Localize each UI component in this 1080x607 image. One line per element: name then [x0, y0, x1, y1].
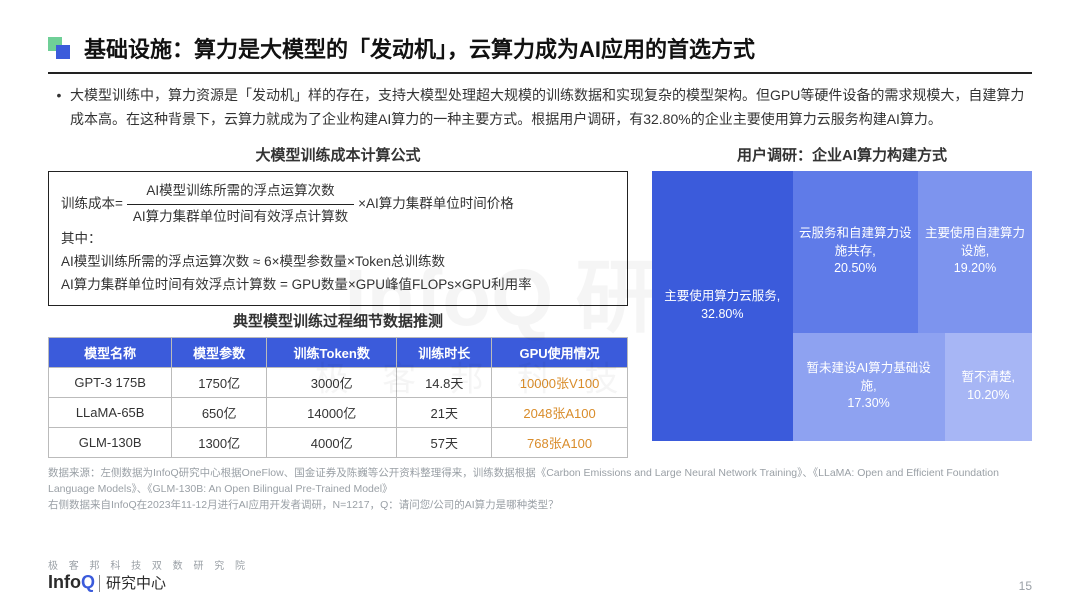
formula-numerator: AI模型训练所需的浮点运算次数: [140, 180, 340, 204]
treemap-cell-label: 主要使用算力云服务,: [664, 288, 780, 306]
formula-line-main: 训练成本= AI模型训练所需的浮点运算次数 AI算力集群单位时间有效浮点计算数 …: [61, 180, 615, 229]
right-column: 用户调研：企业AI算力构建方式 主要使用算力云服务,32.80%云服务和自建算力…: [652, 140, 1032, 459]
page-number: 15: [1019, 579, 1032, 593]
treemap-cell: 主要使用算力云服务,32.80%: [652, 171, 793, 441]
treemap-cell: 暂不清楚,10.20%: [945, 333, 1032, 441]
table-cell: 1750亿: [172, 368, 267, 398]
table-cell: GPT-3 175B: [49, 368, 172, 398]
table-cell: 14000亿: [267, 398, 397, 428]
page-title: 基础设施：算力是大模型的「发动机」，云算力成为AI应用的首选方式: [84, 32, 755, 64]
treemap-cell: 主要使用自建算力设施,19.20%: [918, 171, 1032, 333]
footer-logo: InfoQ研究中心: [48, 572, 249, 593]
treemap-cell-pct: 32.80%: [701, 306, 743, 324]
table-heading: 典型模型训练过程细节数据推测: [48, 310, 628, 331]
treemap-chart: 主要使用算力云服务,32.80%云服务和自建算力设施共存,20.50%主要使用自…: [652, 171, 1032, 441]
formula-lhs: 训练成本=: [61, 193, 123, 216]
logo-q: Q: [81, 572, 95, 592]
formula-line2: AI模型训练所需的浮点运算次数 ≈ 6×模型参数量×Token总训练数: [61, 251, 615, 274]
table-cell: 650亿: [172, 398, 267, 428]
left-column: 大模型训练成本计算公式 训练成本= AI模型训练所需的浮点运算次数 AI算力集群…: [48, 140, 628, 459]
table-cell: 2048张A100: [492, 398, 628, 428]
treemap-cell-label: 暂不清楚,: [962, 369, 1015, 387]
treemap-cell: 暂未建设AI算力基础设施,17.30%: [793, 333, 945, 441]
formula-denominator: AI算力集群单位时间有效浮点计算数: [127, 205, 354, 229]
description-text: 大模型训练中，算力资源是「发动机」样的存在，支持大模型处理超大规模的训练数据和实…: [70, 84, 1032, 132]
table-cell: 1300亿: [172, 428, 267, 458]
formula-rhs-suffix: ×AI算力集群单位时间价格: [358, 193, 514, 216]
treemap-cell-label: 主要使用自建算力设施,: [924, 225, 1026, 260]
table-row: LLaMA-65B650亿14000亿21天2048张A100: [49, 398, 628, 428]
treemap-heading: 用户调研：企业AI算力构建方式: [652, 144, 1032, 165]
treemap-cell-label: 暂未建设AI算力基础设施,: [799, 360, 939, 395]
table-cell: 57天: [397, 428, 492, 458]
footer-tag: 极 客 邦 科 技 双 数 研 究 院: [48, 557, 249, 572]
brand-square-icon: [48, 37, 70, 59]
source-notes: 数据来源：左侧数据为InfoQ研究中心根据OneFlow、国金证券及陈巍等公开资…: [48, 466, 1032, 513]
treemap-cell-pct: 20.50%: [834, 260, 876, 278]
formula-fraction: AI模型训练所需的浮点运算次数 AI算力集群单位时间有效浮点计算数: [127, 180, 354, 229]
formula-where-label: 其中：: [61, 228, 615, 251]
description-row: • 大模型训练中，算力资源是「发动机」样的存在，支持大模型处理超大规模的训练数据…: [48, 84, 1032, 132]
footer-left: 极 客 邦 科 技 双 数 研 究 院 InfoQ研究中心: [48, 557, 249, 593]
table-cell: 768张A100: [492, 428, 628, 458]
table-cell: LLaMA-65B: [49, 398, 172, 428]
table-body: GPT-3 175B1750亿3000亿14.8天10000张V100LLaMA…: [49, 368, 628, 458]
table-header-cell: 模型参数: [172, 338, 267, 368]
table-cell: 21天: [397, 398, 492, 428]
title-row: 基础设施：算力是大模型的「发动机」，云算力成为AI应用的首选方式: [48, 32, 1032, 64]
footer: 极 客 邦 科 技 双 数 研 究 院 InfoQ研究中心 15: [48, 557, 1032, 593]
bullet-icon: •: [48, 84, 70, 132]
model-training-table: 模型名称模型参数训练Token数训练时长GPU使用情况 GPT-3 175B17…: [48, 337, 628, 458]
treemap-cell: 云服务和自建算力设施共存,20.50%: [793, 171, 918, 333]
formula-line3: AI算力集群单位时间有效浮点计算数 = GPU数量×GPU峰值FLOPs×GPU…: [61, 274, 615, 297]
table-header-cell: 训练时长: [397, 338, 492, 368]
table-row: GPT-3 175B1750亿3000亿14.8天10000张V100: [49, 368, 628, 398]
table-header-cell: GPU使用情况: [492, 338, 628, 368]
table-cell: 10000张V100: [492, 368, 628, 398]
treemap-cell-pct: 19.20%: [954, 260, 996, 278]
table-cell: 4000亿: [267, 428, 397, 458]
table-cell: GLM-130B: [49, 428, 172, 458]
source-line2: 右侧数据来自InfoQ在2023年11-12月进行AI应用开发者调研，N=121…: [48, 498, 1032, 514]
table-header-cell: 模型名称: [49, 338, 172, 368]
logo-main: Info: [48, 572, 81, 592]
table-header-row: 模型名称模型参数训练Token数训练时长GPU使用情况: [49, 338, 628, 368]
table-header-cell: 训练Token数: [267, 338, 397, 368]
slide: 基础设施：算力是大模型的「发动机」，云算力成为AI应用的首选方式 • 大模型训练…: [0, 0, 1080, 514]
logo-sub: 研究中心: [99, 575, 166, 592]
content-row: 大模型训练成本计算公式 训练成本= AI模型训练所需的浮点运算次数 AI算力集群…: [48, 140, 1032, 459]
table-cell: 14.8天: [397, 368, 492, 398]
source-line1: 数据来源：左侧数据为InfoQ研究中心根据OneFlow、国金证券及陈巍等公开资…: [48, 466, 1032, 498]
formula-heading: 大模型训练成本计算公式: [48, 144, 628, 165]
table-cell: 3000亿: [267, 368, 397, 398]
title-underline: [48, 72, 1032, 74]
treemap-cell-pct: 10.20%: [967, 387, 1009, 405]
formula-box: 训练成本= AI模型训练所需的浮点运算次数 AI算力集群单位时间有效浮点计算数 …: [48, 171, 628, 307]
table-row: GLM-130B1300亿4000亿57天768张A100: [49, 428, 628, 458]
treemap-cell-pct: 17.30%: [847, 395, 889, 413]
treemap-cell-label: 云服务和自建算力设施共存,: [799, 225, 912, 260]
